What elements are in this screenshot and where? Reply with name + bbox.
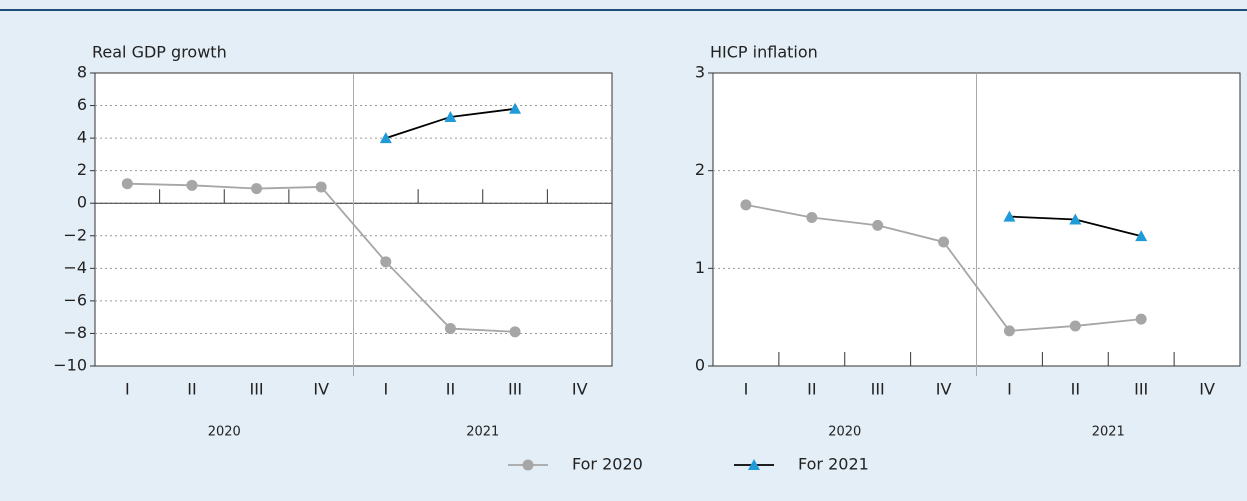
marker <box>872 219 884 231</box>
y-tick-label: −10 <box>53 356 87 375</box>
marker <box>509 102 522 114</box>
legend-label: For 2021 <box>798 455 869 474</box>
y-tick-label: −4 <box>63 258 87 277</box>
legend-marker <box>748 459 760 470</box>
marker <box>444 323 456 335</box>
y-tick-label: 8 <box>77 63 87 82</box>
x-tick-label: III <box>249 380 263 399</box>
y-tick-label: −8 <box>63 323 87 342</box>
x-tick-label: II <box>187 380 196 399</box>
x-tick-label: II <box>1071 380 1080 399</box>
x-tick-label: IV <box>313 380 329 399</box>
x-tick-label: I <box>744 380 749 399</box>
year-label: 2020 <box>828 425 861 440</box>
y-tick-label: 2 <box>695 160 705 179</box>
marker <box>1069 213 1082 225</box>
year-label: 2021 <box>1092 425 1125 440</box>
y-tick-label: 4 <box>77 128 87 147</box>
y-tick-label: 0 <box>77 193 87 212</box>
marker <box>1069 320 1081 332</box>
x-tick-label: I <box>383 380 388 399</box>
marker <box>1003 325 1015 337</box>
y-tick-label: 3 <box>695 63 705 82</box>
marker <box>938 236 950 248</box>
marker <box>379 132 392 144</box>
y-tick-label: 2 <box>77 160 87 179</box>
top-rule <box>0 9 1247 11</box>
x-tick-label: III <box>1134 380 1148 399</box>
marker <box>1003 210 1016 222</box>
marker <box>121 178 133 190</box>
marker <box>186 179 198 191</box>
year-label: 2020 <box>208 425 241 440</box>
x-tick-label: IV <box>1199 380 1215 399</box>
x-tick-label: III <box>508 380 522 399</box>
legend-marker <box>522 459 534 471</box>
legend-label: For 2020 <box>572 455 643 474</box>
marker <box>806 212 818 224</box>
y-tick-label: −6 <box>63 290 87 309</box>
x-tick-label: I <box>1007 380 1012 399</box>
x-tick-label: II <box>446 380 455 399</box>
marker <box>444 110 457 122</box>
x-tick-label: I <box>125 380 130 399</box>
marker <box>380 256 392 268</box>
x-tick-label: IV <box>936 380 952 399</box>
x-tick-label: IV <box>572 380 588 399</box>
y-tick-label: 0 <box>695 356 705 375</box>
chart-title: Real GDP growth <box>92 43 227 62</box>
y-tick-label: 6 <box>77 95 87 114</box>
y-tick-label: −2 <box>63 225 87 244</box>
year-label: 2021 <box>466 425 499 440</box>
marker <box>251 183 263 195</box>
chart-title: HICP inflation <box>710 43 818 62</box>
marker <box>740 199 752 211</box>
marker <box>509 326 521 338</box>
marker <box>315 181 327 193</box>
x-tick-label: II <box>807 380 816 399</box>
marker <box>1135 313 1147 325</box>
marker <box>1135 230 1148 242</box>
x-tick-label: III <box>871 380 885 399</box>
y-tick-label: 1 <box>695 258 705 277</box>
